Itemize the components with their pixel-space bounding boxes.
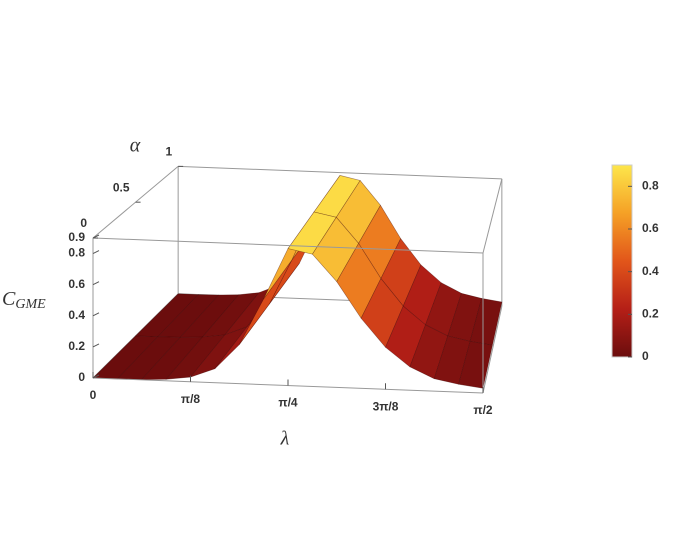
x-tick-label: π/8 — [181, 392, 201, 406]
y-tick-label: 1 — [165, 145, 172, 159]
box-edge — [482, 178, 503, 254]
z-axis-label-sub: GME — [15, 297, 46, 312]
colorbar-tick-label: 0.8 — [642, 179, 659, 193]
y-tick-label: 0.5 — [113, 180, 130, 194]
x-tick-label: π/4 — [278, 396, 298, 410]
box-edge — [92, 293, 179, 379]
y-axis-label: α — [130, 135, 141, 157]
z-tick — [92, 374, 100, 379]
z-tick-label: 0.8 — [68, 246, 85, 260]
colorbar-tick-label: 0.4 — [642, 264, 659, 278]
z-axis-label: CGME — [2, 288, 46, 313]
colorbar-tick-label: 0.6 — [642, 221, 659, 235]
box-edge — [178, 165, 502, 180]
y-tick-label: 0 — [80, 216, 87, 230]
z-tick — [92, 312, 100, 317]
z-tick-label: 0 — [78, 370, 85, 384]
colorbar — [611, 164, 633, 358]
box-edge — [92, 237, 484, 254]
x-tick-label: 3π/8 — [373, 399, 399, 413]
x-tick-label: 0 — [90, 388, 97, 402]
x-axis-label: λ — [280, 428, 290, 450]
colorbar-tick-label: 0.2 — [642, 307, 659, 321]
box-edge — [482, 306, 503, 394]
z-tick — [92, 343, 100, 348]
z-tick-label: 0.9 — [68, 230, 85, 244]
z-tick-label: 0.4 — [68, 308, 85, 322]
z-axis-label-main: C — [2, 288, 16, 310]
x-tick-label: π/2 — [473, 403, 493, 417]
z-tick-label: 0.2 — [68, 339, 85, 353]
surface-patch — [469, 298, 503, 346]
z-tick — [92, 281, 100, 286]
z-tick-label: 0.6 — [68, 277, 85, 291]
surface-patch — [458, 340, 493, 389]
z-tick — [92, 250, 100, 255]
colorbar-tick-label: 0 — [642, 349, 649, 363]
surface — [92, 175, 503, 389]
